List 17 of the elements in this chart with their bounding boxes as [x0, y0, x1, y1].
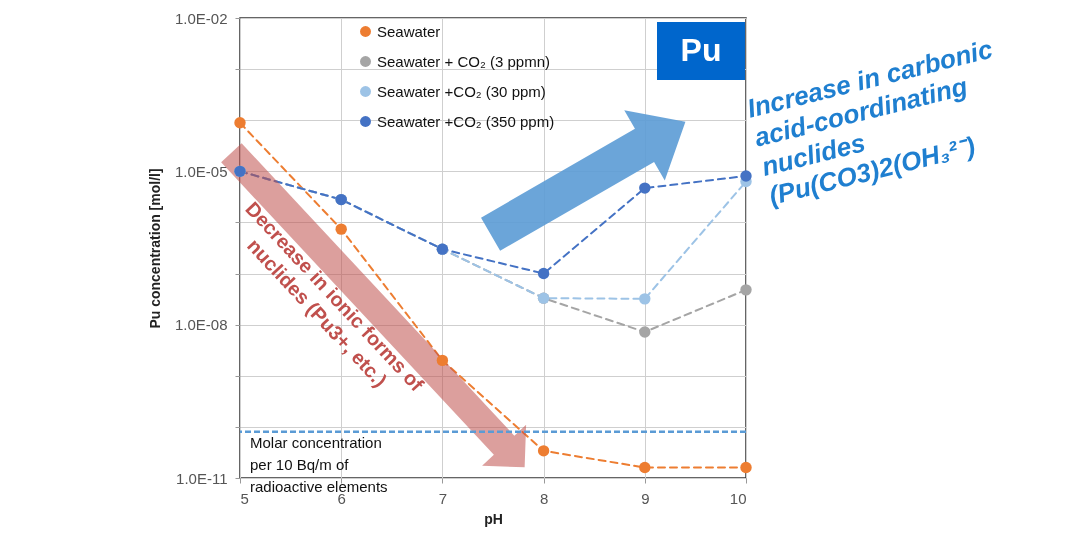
x-tick-label: 5	[240, 489, 249, 507]
x-tick-label: 10	[729, 489, 747, 507]
legend-label: Seawater +CO₂ (350 ppm)	[377, 112, 555, 130]
x-tick-label: 7	[438, 489, 448, 507]
x-tick-label: 9	[641, 489, 650, 507]
y-tick-label: 1.0E-02	[174, 9, 228, 27]
x-tick-label: 8	[539, 489, 549, 507]
legend-label: Seawater + CO₂ (3 ppmn)	[377, 52, 550, 70]
ref-line-label: Molar concentration per 10 Bq/m of radioactive elements	[250, 433, 388, 495]
y-tick-label: 1.0E-05	[174, 162, 228, 180]
legend-label: Seawater +CO₂ (30 ppm)	[377, 82, 546, 100]
annotation: Pu	[680, 32, 722, 68]
legend-label: Seawater	[377, 22, 441, 40]
y-tick-label: 1.0E-11	[176, 469, 228, 487]
y-axis-title: Pu concentration [mol/l]	[146, 168, 163, 329]
x-axis-title: pH	[484, 510, 503, 527]
y-tick-label: 1.0E-08	[174, 316, 228, 334]
